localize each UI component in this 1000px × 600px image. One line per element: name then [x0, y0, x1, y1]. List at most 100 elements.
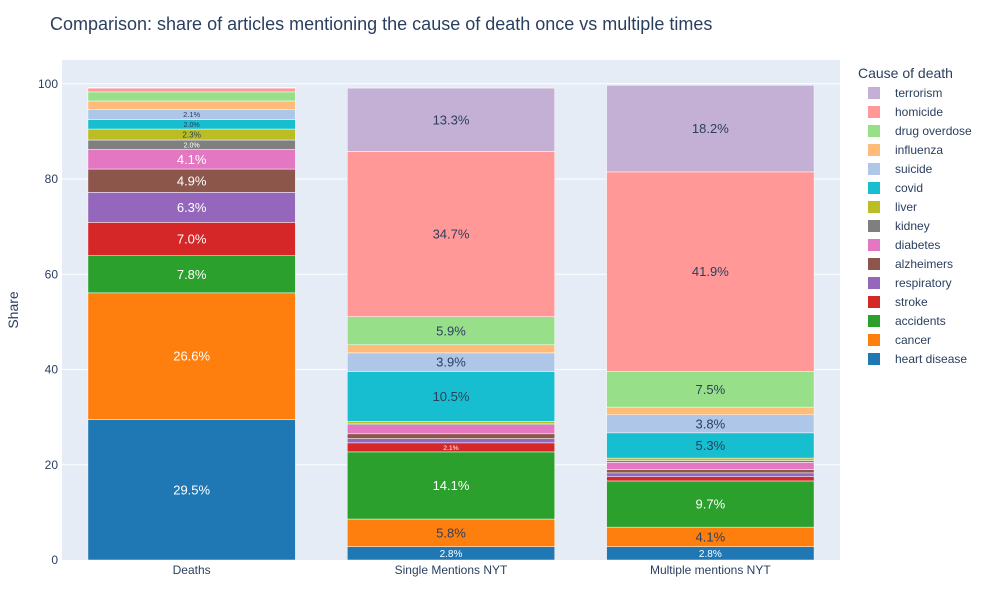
x-axis-ticks: Deaths Single Mentions NYT Multiple mentio… — [173, 563, 772, 577]
bar-segment[interactable] — [347, 438, 555, 444]
data-label: 29.5% — [173, 482, 210, 497]
bar-segment[interactable] — [606, 472, 815, 477]
data-label: 2.8% — [699, 549, 722, 560]
y-axis-label: Share — [5, 291, 21, 329]
y-tick-label: 100 — [38, 77, 58, 91]
data-label: 9.7% — [696, 497, 726, 512]
legend-swatch — [868, 277, 880, 289]
data-label: 34.7% — [433, 227, 470, 242]
data-label: 2.0% — [184, 121, 201, 129]
data-label: 5.9% — [436, 323, 466, 338]
bar-segment[interactable] — [347, 518, 555, 547]
legend-item[interactable]: drug overdose — [868, 124, 972, 138]
legend-item[interactable]: respiratory — [868, 276, 952, 290]
bar-segment[interactable] — [606, 460, 815, 463]
bar-segment[interactable] — [87, 222, 296, 256]
data-label: 3.9% — [436, 355, 466, 370]
legend-label: liver — [895, 200, 917, 214]
legend-swatch — [868, 144, 880, 156]
bar-segment[interactable] — [347, 433, 555, 439]
data-label: 2.0% — [184, 141, 201, 149]
data-label: 18.2% — [692, 121, 729, 136]
legend-swatch — [868, 258, 880, 270]
legend-swatch — [868, 353, 880, 365]
data-label: 26.6% — [173, 349, 210, 364]
bar-segment[interactable] — [87, 292, 296, 420]
bar-segment[interactable] — [347, 151, 555, 317]
legend-item[interactable]: alzheimers — [868, 257, 953, 271]
legend-item[interactable]: suicide — [868, 162, 933, 176]
y-tick-label: 60 — [45, 267, 59, 281]
x-tick-label: Deaths — [173, 563, 211, 577]
y-tick-label: 20 — [45, 458, 59, 472]
legend-label: cancer — [895, 333, 931, 347]
data-label: 7.8% — [177, 267, 207, 282]
legend-label: respiratory — [895, 276, 952, 290]
legend-item[interactable]: diabetes — [868, 238, 940, 252]
legend-swatch — [868, 334, 880, 346]
legend-item[interactable]: homicide — [868, 105, 943, 119]
bar-segment[interactable] — [606, 406, 815, 416]
bar-segment[interactable] — [347, 87, 555, 152]
bar-segment[interactable] — [87, 255, 296, 294]
legend-swatch — [868, 125, 880, 137]
bar-segment[interactable] — [606, 480, 815, 528]
bar-segment[interactable] — [87, 100, 296, 110]
legend-label: drug overdose — [895, 124, 972, 138]
legend[interactable]: terrorism homicide drug overdose influenza s… — [868, 86, 972, 366]
legend-item[interactable]: stroke — [868, 295, 928, 309]
bar-segment[interactable] — [347, 424, 555, 435]
legend-swatch — [868, 106, 880, 118]
data-label: 7.5% — [696, 382, 726, 397]
bar-segment[interactable] — [347, 421, 555, 424]
bar-segment[interactable] — [606, 84, 815, 173]
legend-label: suicide — [895, 162, 933, 176]
legend-item[interactable]: covid — [868, 181, 923, 195]
legend-item[interactable]: kidney — [868, 219, 930, 233]
data-label: 5.8% — [436, 525, 466, 540]
legend-item[interactable]: liver — [868, 200, 917, 214]
legend-title: Cause of death — [858, 65, 953, 81]
bar-segment[interactable] — [606, 476, 815, 482]
data-label: 41.9% — [692, 264, 729, 279]
legend-label: homicide — [895, 105, 943, 119]
data-label: 2.3% — [182, 130, 201, 139]
legend-swatch — [868, 296, 880, 308]
legend-label: terrorism — [895, 86, 942, 100]
data-label: 2.8% — [440, 549, 463, 560]
data-label: 14.1% — [433, 478, 470, 493]
legend-item[interactable]: accidents — [868, 314, 946, 328]
legend-item[interactable]: influenza — [868, 143, 943, 157]
bar-segment[interactable] — [347, 451, 555, 520]
bar-segment[interactable] — [87, 192, 296, 223]
data-label: 3.8% — [696, 416, 726, 431]
bar-segment[interactable] — [87, 91, 296, 102]
legend-swatch — [868, 163, 880, 175]
legend-swatch — [868, 220, 880, 232]
bar-segment[interactable] — [606, 462, 815, 470]
y-tick-label: 40 — [45, 363, 59, 377]
data-label: 2.1% — [183, 110, 200, 119]
y-tick-label: 80 — [45, 172, 59, 186]
bar-segment[interactable] — [606, 371, 815, 408]
bar-segment[interactable] — [347, 316, 555, 346]
bar-segment[interactable] — [606, 469, 815, 474]
data-label: 6.3% — [177, 200, 207, 215]
bar-segment[interactable] — [606, 457, 815, 461]
legend-label: accidents — [895, 314, 946, 328]
legend-item[interactable]: heart disease — [868, 352, 967, 366]
bar-segment[interactable] — [347, 344, 555, 354]
legend-item[interactable]: terrorism — [868, 86, 942, 100]
bar-segment[interactable] — [347, 371, 555, 422]
bar-segment[interactable] — [87, 419, 296, 561]
chart-title: Comparison: share of articles mentioning… — [50, 14, 712, 34]
legend-label: alzheimers — [895, 257, 953, 271]
bar-segment[interactable] — [606, 171, 815, 372]
bar-segment[interactable] — [87, 87, 296, 93]
legend-item[interactable]: cancer — [868, 333, 931, 347]
bars: 29.5%26.6%7.8%7.0%6.3%4.9%4.1%2.0%2.3%2.… — [87, 84, 815, 561]
legend-label: kidney — [895, 219, 930, 233]
x-tick-label: Single Mentions NYT — [395, 563, 508, 577]
y-axis-ticks: 0 20 40 60 80 100 — [38, 77, 58, 567]
